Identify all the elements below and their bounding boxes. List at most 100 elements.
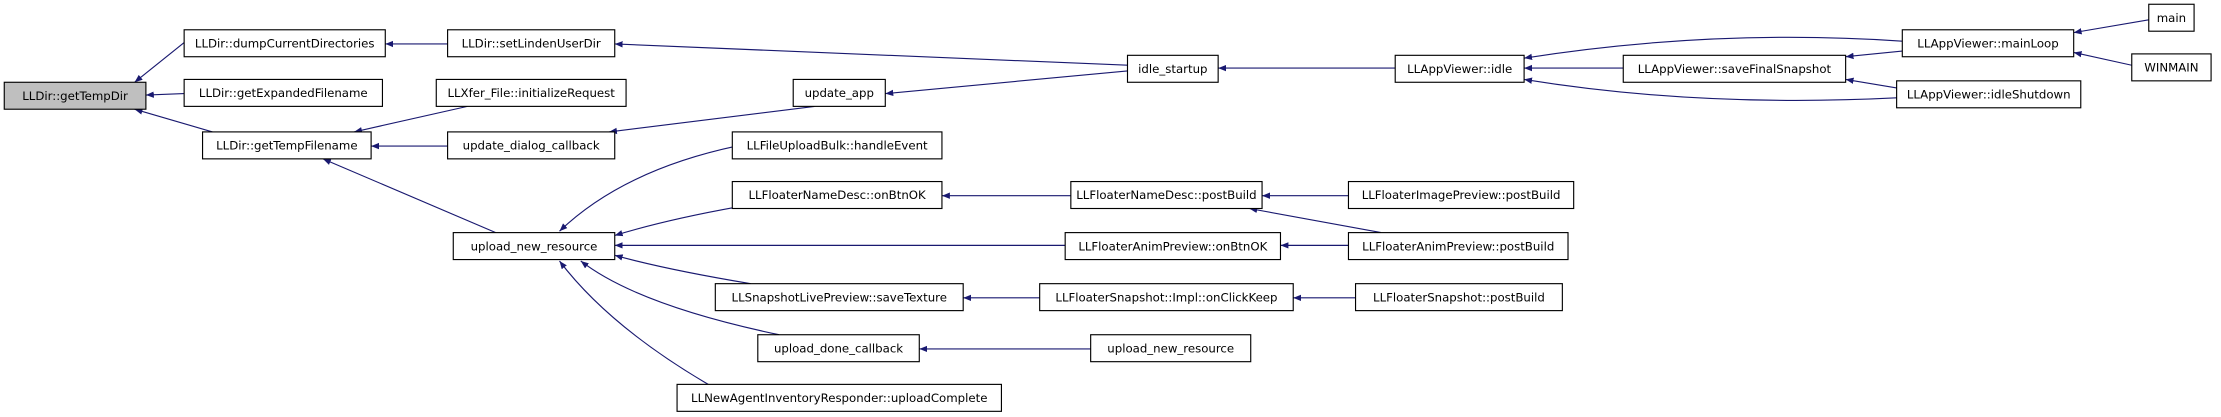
node-box xyxy=(183,78,384,107)
node-box xyxy=(1039,283,1294,312)
node-label: update_app xyxy=(805,86,874,100)
node-label: LLSnapshotLivePreview::saveTexture xyxy=(732,290,947,304)
edge xyxy=(1524,36,1903,61)
node: LLAppViewer::mainLoop xyxy=(1901,29,2075,58)
node: LLFloaterAnimPreview::onBtnOK xyxy=(1064,232,1282,261)
node-box xyxy=(1090,334,1252,363)
node-label: update_dialog_callback xyxy=(463,139,600,153)
node-label: main xyxy=(2157,11,2186,25)
edge xyxy=(145,91,185,98)
node-box xyxy=(1622,54,1847,83)
node-box xyxy=(1126,54,1219,83)
node-label: LLNewAgentInventoryResponder::uploadComp… xyxy=(691,391,987,405)
node-label: LLFloaterNameDesc::postBuild xyxy=(1076,188,1256,202)
node: LLDir::getExpandedFilename xyxy=(183,78,384,107)
node: upload_done_callback xyxy=(757,334,920,363)
node-box xyxy=(1347,180,1575,210)
node-label: LLFloaterSnapshot::Impl::onClickKeep xyxy=(1055,290,1277,304)
node: LLDir::getTempFilename xyxy=(201,131,372,160)
node-label: LLDir::dumpCurrentDirectories xyxy=(195,36,375,50)
node: LLFloaterSnapshot::Impl::onClickKeep xyxy=(1039,283,1294,312)
node-label: LLXfer_File::initializeRequest xyxy=(447,86,615,100)
node: update_app xyxy=(792,78,886,107)
node-label: LLAppViewer::idleShutdown xyxy=(1907,88,2071,102)
node: LLAppViewer::idleShutdown xyxy=(1896,80,2082,109)
node-label: LLDir::getTempFilename xyxy=(216,139,357,153)
node: upload_new_resource xyxy=(452,232,616,261)
edge xyxy=(609,105,815,135)
edge xyxy=(322,158,496,234)
node: LLAppViewer::saveFinalSnapshot xyxy=(1622,54,1847,83)
edge xyxy=(1845,77,1897,89)
node: WINMAIN xyxy=(2131,53,2212,82)
node-label: LLDir::getExpandedFilename xyxy=(199,86,368,100)
node-box xyxy=(2148,3,2195,32)
node-box xyxy=(731,180,943,210)
node-box xyxy=(183,29,386,58)
node-label: upload_new_resource xyxy=(471,239,598,253)
node-box xyxy=(1354,283,1563,312)
node-box xyxy=(447,29,616,58)
edge xyxy=(134,42,185,83)
nodes: LLDir::getTempDir LLDir::dumpCurrentDirec… xyxy=(3,3,2212,412)
edge xyxy=(1524,77,1897,102)
node-label: upload_new_resource xyxy=(1107,341,1234,355)
node-box xyxy=(435,78,627,107)
node-label: idle_startup xyxy=(1138,62,1207,76)
node: LLFloaterSnapshot::postBuild xyxy=(1354,283,1563,312)
node: LLFloaterAnimPreview::postBuild xyxy=(1347,232,1569,261)
node: LLFloaterNameDesc::onBtnOK xyxy=(731,180,943,210)
edge xyxy=(580,260,780,336)
edge xyxy=(1845,50,1903,60)
node-label: LLFloaterSnapshot::postBuild xyxy=(1373,290,1545,304)
node: LLXfer_File::initializeRequest xyxy=(435,78,627,107)
node: main xyxy=(2148,3,2195,32)
node: LLAppViewer::idle xyxy=(1394,54,1525,83)
node-box xyxy=(1901,29,2075,58)
node-box xyxy=(3,81,147,110)
node-label: LLFileUploadBulk::handleEvent xyxy=(747,139,928,153)
node-box xyxy=(714,283,964,312)
node-label: upload_done_callback xyxy=(774,341,903,355)
node: LLFileUploadBulk::handleEvent xyxy=(731,131,943,160)
node-box xyxy=(792,78,886,107)
node: LLDir::getTempDir xyxy=(3,81,147,110)
edge xyxy=(2073,19,2149,35)
node-label: LLAppViewer::mainLoop xyxy=(1917,36,2058,50)
edge xyxy=(614,254,751,285)
node-label: LLFloaterAnimPreview::onBtnOK xyxy=(1078,239,1267,253)
node-box xyxy=(731,131,943,160)
edge xyxy=(1249,206,1382,234)
node: LLFloaterNameDesc::postBuild xyxy=(1070,180,1263,210)
edge xyxy=(614,206,737,237)
node-box xyxy=(201,131,372,160)
node-box xyxy=(2131,53,2212,82)
edge xyxy=(885,70,1128,97)
edge xyxy=(559,260,709,385)
node-label: LLAppViewer::saveFinalSnapshot xyxy=(1638,62,1832,76)
edges xyxy=(134,19,2149,385)
node-box xyxy=(1347,232,1569,261)
node: LLSnapshotLivePreview::saveTexture xyxy=(714,283,964,312)
node-label: LLFloaterAnimPreview::postBuild xyxy=(1362,239,1554,253)
node: LLFloaterImagePreview::postBuild xyxy=(1347,180,1575,210)
node-box xyxy=(447,131,616,160)
node-box xyxy=(1070,180,1263,210)
edge xyxy=(134,108,213,133)
edge xyxy=(353,105,468,134)
node-box xyxy=(1394,54,1525,83)
node-label: LLFloaterImagePreview::postBuild xyxy=(1362,188,1561,202)
node-box xyxy=(452,232,616,261)
node-box xyxy=(757,334,920,363)
node: upload_new_resource xyxy=(1090,334,1252,363)
node: LLNewAgentInventoryResponder::uploadComp… xyxy=(676,383,1002,412)
edge xyxy=(614,41,1128,66)
node: LLDir::setLindenUserDir xyxy=(447,29,616,58)
node-box xyxy=(676,383,1002,412)
node: update_dialog_callback xyxy=(447,131,616,160)
node-label: LLAppViewer::idle xyxy=(1407,62,1512,76)
node: LLDir::dumpCurrentDirectories xyxy=(183,29,386,58)
node: idle_startup xyxy=(1126,54,1219,83)
edge xyxy=(2073,51,2132,66)
